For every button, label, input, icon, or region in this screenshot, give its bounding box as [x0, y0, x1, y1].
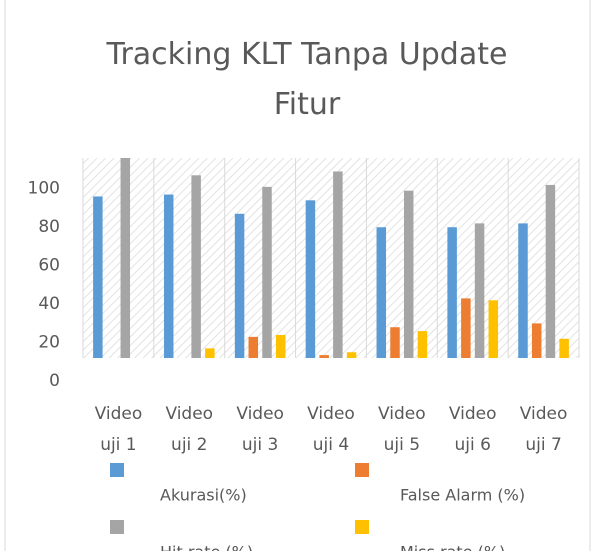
bar — [559, 338, 569, 358]
y-tick-label: 60 — [38, 256, 60, 276]
x-tick-label: Video uji 6 — [449, 404, 497, 455]
bar — [319, 355, 329, 358]
bar — [234, 213, 245, 358]
bar — [417, 331, 428, 358]
bar — [275, 334, 286, 358]
bar — [120, 158, 131, 358]
chart-title-text: Tracking KLT Tanpa Update Fitur — [106, 37, 508, 122]
y-tick-label: 20 — [38, 333, 60, 353]
bar — [305, 200, 316, 358]
x-tick-label: Video uji 2 — [165, 404, 213, 455]
x-tick-label: Video uji 7 — [520, 404, 568, 455]
y-tick-label: 0 — [49, 371, 60, 391]
bar — [488, 300, 499, 358]
plot-area — [83, 158, 579, 358]
x-tick-label: Video uji 5 — [378, 404, 426, 455]
y-tick-label: 40 — [38, 294, 60, 314]
bar — [205, 348, 215, 358]
y-tick-label: 100 — [28, 179, 60, 199]
x-tick-label: Video uji 3 — [236, 404, 284, 455]
legend-label: Miss rate (%) — [400, 543, 505, 551]
bar — [248, 336, 259, 358]
legend-swatch — [355, 463, 369, 477]
y-tick-label: 80 — [38, 217, 60, 237]
legend-label: False Alarm (%) — [400, 486, 525, 505]
legend-swatch — [110, 463, 124, 477]
bar — [518, 223, 528, 358]
legend-label: Hit rate (%) — [160, 543, 253, 551]
legend-swatch — [110, 520, 124, 534]
x-tick-label: Video uji 4 — [307, 404, 355, 455]
bar — [191, 175, 201, 358]
bar — [390, 327, 400, 358]
bar — [93, 196, 103, 358]
bar — [461, 298, 471, 358]
bar — [545, 184, 556, 358]
bar — [474, 223, 485, 358]
bar — [403, 190, 414, 358]
x-tick-label: Video uji 1 — [95, 404, 143, 455]
bar — [262, 186, 272, 358]
bar — [376, 227, 387, 358]
bar — [531, 323, 542, 358]
bar — [447, 227, 457, 358]
bar — [333, 171, 343, 358]
legend-label: Akurasi(%) — [160, 486, 247, 505]
legend-swatch — [355, 520, 369, 534]
bar — [346, 352, 357, 358]
bar — [163, 194, 174, 358]
